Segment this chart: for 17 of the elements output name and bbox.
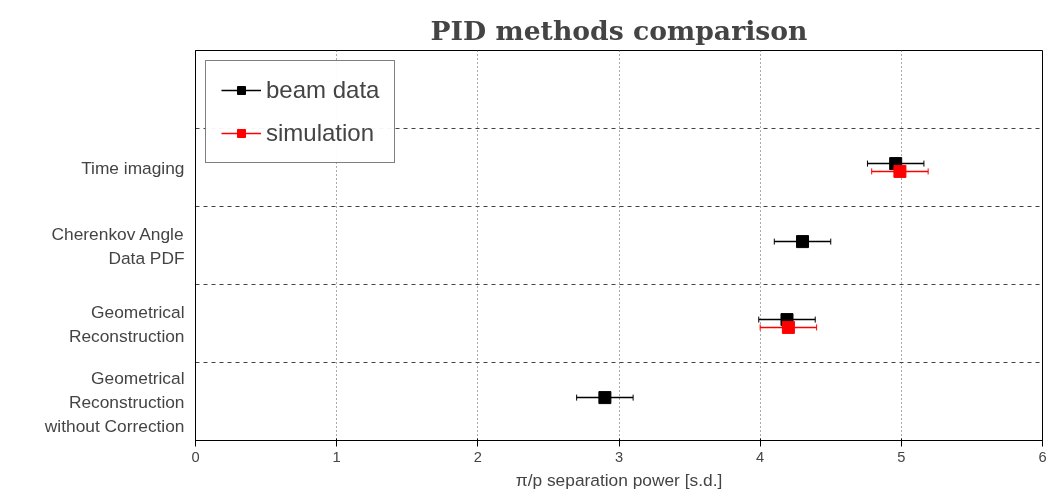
- x-tick-label: 5: [897, 448, 906, 465]
- x-tick-label: 0: [191, 448, 200, 465]
- legend-label: beam data: [266, 76, 380, 104]
- x-tick-label: 6: [1038, 448, 1047, 465]
- x-tick-label: 2: [473, 448, 482, 465]
- y-tick-label: Cherenkov Angle Data PDF: [51, 223, 185, 268]
- point: [796, 235, 810, 249]
- y-tick-label: Geometrical Reconstruction: [68, 301, 185, 346]
- x-tick-label: 4: [756, 448, 765, 465]
- y-tick-label: Time imaging: [81, 157, 185, 178]
- chart-title: PID methods comparison: [430, 14, 808, 46]
- y-tick-label: Geometrical Reconstruction without Correction: [43, 367, 185, 436]
- point: [598, 391, 612, 405]
- x-axis-title: π/p separation power [s.d.]: [515, 469, 723, 490]
- x-tick-label: 1: [332, 448, 341, 465]
- legend-label: simulation: [266, 119, 375, 147]
- x-tick-label: 3: [614, 448, 624, 465]
